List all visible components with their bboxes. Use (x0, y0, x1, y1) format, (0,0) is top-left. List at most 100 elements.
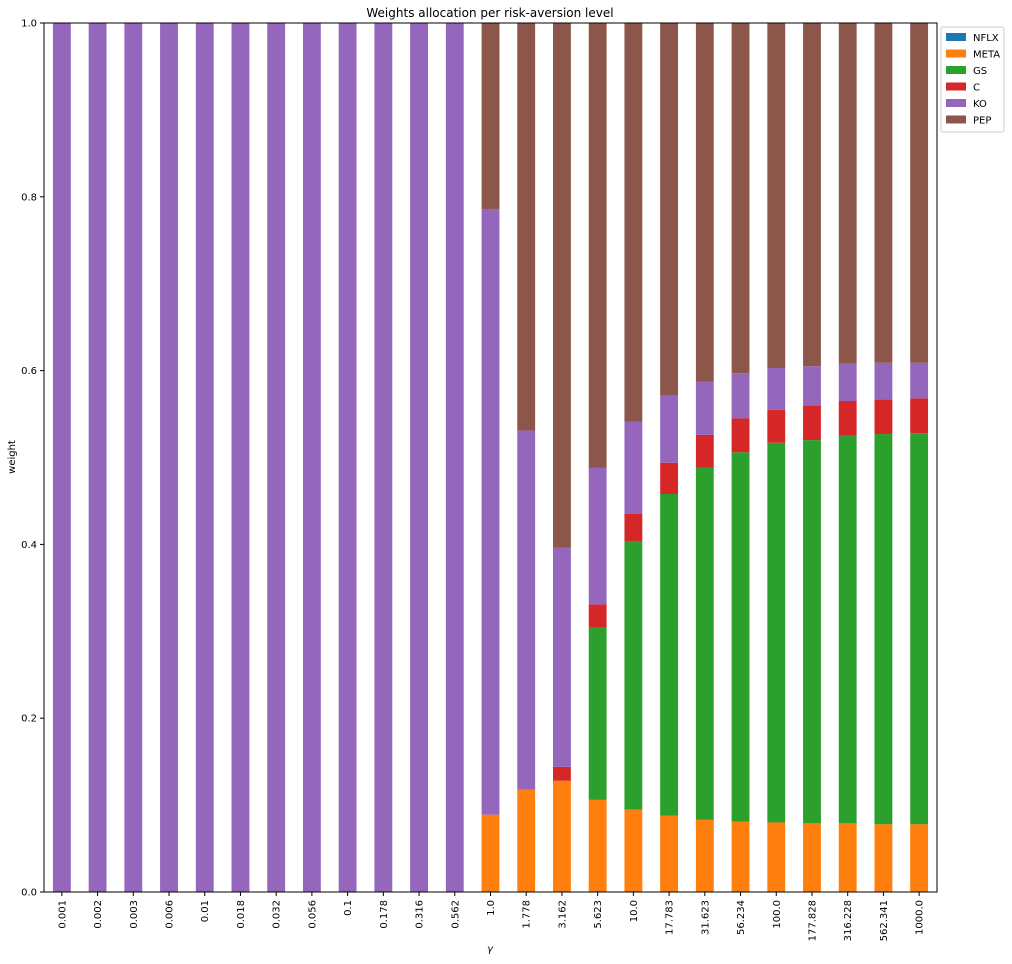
bar-pep-31.623 (695, 23, 714, 382)
legend-label-meta: META (973, 50, 1000, 61)
bar-c-10.0 (624, 513, 643, 542)
legend-label-nflx: NFLX (973, 33, 999, 44)
bar-pep-100.0 (767, 23, 786, 368)
bar-ko-177.828 (803, 366, 821, 406)
x-tick-label: 56.234 (736, 900, 747, 935)
legend-swatch-c (946, 82, 966, 91)
bar-c-56.234 (731, 418, 750, 453)
y-tick-label: 0.8 (21, 192, 37, 203)
bar-ko-0.018 (231, 23, 250, 892)
bar-meta-562.341 (874, 824, 893, 892)
bar-pep-1.778 (517, 23, 536, 431)
x-tick-label: 0.003 (129, 900, 140, 929)
bar-ko-1000.0 (910, 362, 929, 399)
bar-meta-1000.0 (910, 824, 929, 892)
bar-gs-177.828 (803, 440, 821, 824)
legend-label-ko: KO (973, 99, 987, 110)
x-axis: 0.001 0.002 0.003 0.006 0.01 0.018 0.032 0.056 0… (57, 892, 926, 941)
x-tick-label: 1000.0 (915, 900, 926, 935)
x-tick-label: 3.162 (557, 900, 568, 929)
bar-c-17.783 (660, 462, 679, 494)
bar-pep-56.234 (731, 23, 750, 374)
bar-ko-10.0 (624, 421, 643, 514)
bar-ko-3.162 (553, 547, 571, 767)
bar-c-31.623 (695, 434, 714, 468)
bar-meta-1.0 (481, 814, 500, 892)
bar-gs-316.228 (838, 435, 857, 824)
x-tick-label: 31.623 (700, 900, 711, 935)
x-tick-label: 17.783 (665, 900, 676, 935)
bar-meta-316.228 (838, 823, 857, 892)
bar-ko-5.623 (588, 467, 607, 605)
y-axis: 0.0 0.2 0.4 0.6 0.8 1.0 (21, 19, 44, 899)
bar-gs-10.0 (624, 541, 643, 810)
x-tick-label: 5.623 (593, 900, 604, 929)
x-tick-label: 0.006 (165, 900, 176, 929)
bar-meta-17.783 (660, 815, 679, 892)
bar-pep-3.162 (553, 23, 571, 548)
legend-swatch-nflx (946, 33, 966, 41)
bar-ko-17.783 (660, 395, 679, 463)
y-tick-label: 0.4 (21, 540, 37, 551)
bar-c-316.228 (838, 401, 857, 436)
bar-gs-100.0 (767, 442, 786, 823)
bar-ko-31.623 (695, 381, 714, 435)
legend-swatch-ko (946, 99, 966, 107)
x-tick-label: 316.228 (843, 900, 854, 941)
bar-ko-0.001 (52, 23, 71, 892)
bar-pep-1000.0 (910, 23, 929, 363)
bar-ko-1.778 (517, 430, 536, 790)
bar-ko-0.006 (160, 23, 178, 892)
bar-ko-0.562 (445, 23, 464, 892)
x-tick-label: 0.002 (93, 900, 104, 929)
bar-meta-31.623 (695, 819, 714, 892)
bar-gs-56.234 (731, 452, 750, 822)
bar-c-100.0 (767, 409, 786, 443)
y-tick-label: 0.6 (21, 366, 37, 377)
bar-ko-0.002 (88, 23, 107, 892)
bar-meta-177.828 (803, 823, 821, 892)
bar-ko-0.003 (124, 23, 143, 892)
bar-ko-100.0 (767, 367, 786, 410)
y-tick-label: 0.2 (21, 714, 37, 725)
bar-ko-56.234 (731, 373, 750, 419)
bar-gs-562.341 (874, 434, 893, 825)
bar-meta-1.778 (517, 789, 536, 892)
x-axis-label: γ (487, 944, 494, 955)
bar-pep-177.828 (803, 23, 821, 367)
x-tick-label: 1.0 (486, 900, 497, 916)
bar-gs-1000.0 (910, 433, 929, 825)
legend-label-gs: GS (973, 66, 987, 77)
bar-ko-0.1 (338, 23, 357, 892)
x-tick-label: 0.032 (272, 900, 283, 929)
bar-ko-0.316 (410, 23, 428, 892)
bar-group (52, 23, 929, 892)
bar-pep-10.0 (624, 23, 643, 422)
x-tick-label: 0.018 (236, 900, 247, 929)
bar-pep-17.783 (660, 23, 679, 396)
x-tick-label: 562.341 (879, 900, 890, 941)
bar-c-3.162 (553, 766, 571, 781)
bar-ko-0.032 (267, 23, 286, 892)
bar-ko-316.228 (838, 363, 857, 402)
bar-pep-562.341 (874, 23, 893, 363)
bar-meta-56.234 (731, 821, 750, 892)
plot-frame (43, 22, 938, 893)
bar-ko-1.0 (481, 208, 500, 815)
x-tick-label: 100.0 (772, 900, 783, 929)
legend: NFLX META GS C KO PEP (940, 26, 1005, 133)
legend-label-pep: PEP (973, 116, 991, 127)
bar-ko-562.341 (874, 362, 893, 400)
bar-c-177.828 (803, 405, 821, 441)
x-tick-label: 10.0 (629, 900, 640, 922)
y-axis-label: weight (7, 440, 18, 474)
x-tick-label: 0.562 (450, 900, 461, 929)
legend-swatch-gs (946, 66, 966, 74)
bar-pep-316.228 (838, 23, 857, 364)
x-tick-label: 0.01 (200, 900, 211, 922)
x-tick-label: 1.778 (522, 900, 533, 929)
bar-gs-17.783 (660, 493, 679, 816)
legend-label-c: C (973, 83, 980, 94)
x-tick-label: 0.316 (415, 900, 426, 929)
